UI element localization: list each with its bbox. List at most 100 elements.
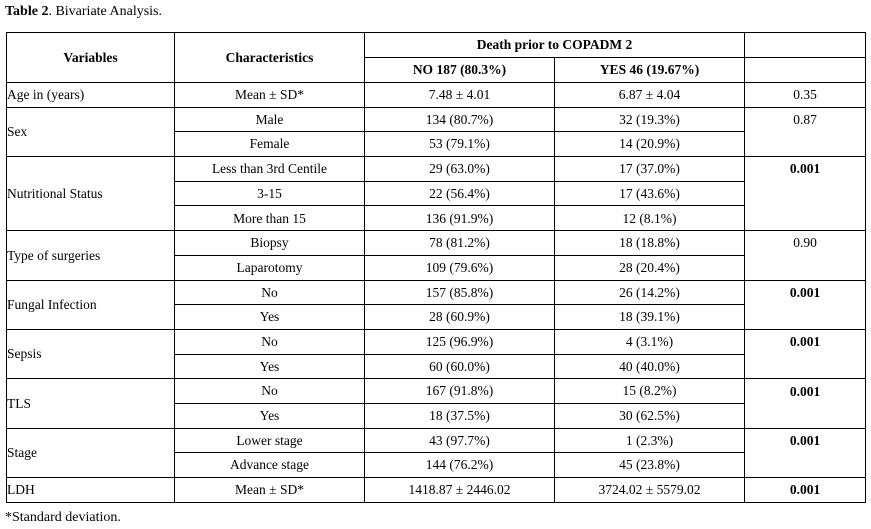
yes-value-cell: 26 (14.2%) <box>553 279 746 306</box>
p-value-cell <box>744 452 867 478</box>
no-value-cell: 136 (91.9%) <box>364 205 555 232</box>
variable-cell: Nutritional Status <box>6 156 175 232</box>
table-row: Age in (years) Mean ± SD* 7.48 ± 4.01 6.87 … <box>6 82 867 108</box>
table-body: Age in (years) Mean ± SD* 7.48 ± 4.01 6.87 … <box>6 82 867 503</box>
table-caption: Table 2. Bivariate Analysis. <box>5 4 162 20</box>
characteristic-cell: Advance stage <box>174 452 365 478</box>
p-value-cell <box>744 205 867 232</box>
p-value-cell <box>744 131 867 158</box>
yes-value-cell: 17 (43.6%) <box>553 180 746 207</box>
characteristic-cell: Biopsy <box>174 230 365 256</box>
p-value-cell: 0.001 <box>744 378 867 404</box>
variable-cell: Age in (years) <box>6 82 175 108</box>
p-value-cell: 0.001 <box>744 279 867 305</box>
header-variables: Variables <box>6 32 175 83</box>
table-row: Fungal Infection No 157 (85.8%) 26 (14.2%) 0… <box>6 279 867 330</box>
yes-value-cell: 17 (37.0%) <box>553 156 746 182</box>
p-value-cell <box>744 181 867 206</box>
yes-value-cell: 28 (20.4%) <box>553 254 746 281</box>
bivariate-table: Variables Characteristics Death prior to… <box>6 32 867 503</box>
no-value-cell: 144 (76.2%) <box>364 452 555 478</box>
characteristic-cell: Male <box>174 106 365 133</box>
header-group: Death prior to COPADM 2 <box>363 32 746 58</box>
footnote: *Standard deviation. <box>5 510 121 525</box>
variable-cell: Type of surgeries <box>6 230 175 281</box>
characteristic-cell: More than 15 <box>174 205 365 232</box>
characteristic-cell: Female <box>174 131 365 158</box>
p-value-cell: 0.001 <box>744 156 867 182</box>
yes-value-cell: 15 (8.2%) <box>553 378 746 404</box>
table-row: Stage Lower stage 43 (97.7%) 1 (2.3%) 0.001 <box>6 427 867 479</box>
characteristic-cell: Yes <box>174 304 365 330</box>
p-value-cell <box>744 354 867 380</box>
header-p-blank-2 <box>744 57 867 83</box>
no-value-cell: 60 (60.0%) <box>364 353 555 380</box>
no-value-cell: 167 (91.8%) <box>364 378 555 404</box>
p-value-cell <box>744 403 867 429</box>
p-value-cell: 0.35 <box>744 82 867 108</box>
header-yes: YES 46 (19.67%) <box>553 57 746 83</box>
characteristic-cell: Less than 3rd Centile <box>174 156 365 182</box>
characteristic-cell: Mean ± SD* <box>174 477 365 503</box>
no-value-cell: 7.48 ± 4.01 <box>364 82 555 108</box>
table-row: Yes 60 (60.0%) 40 (40.0%) <box>7 353 867 380</box>
header-p-blank <box>744 32 867 58</box>
p-value-cell: 0.87 <box>744 106 867 132</box>
p-value-cell: 0.001 <box>744 328 867 355</box>
characteristic-cell: No <box>174 378 365 404</box>
no-value-cell: 53 (79.1%) <box>364 131 555 158</box>
yes-value-cell: 12 (8.1%) <box>553 205 746 232</box>
yes-value-cell: 40 (40.0%) <box>553 353 746 380</box>
table-row: Nutritional Status Less than 3rd Centile 2… <box>6 156 867 232</box>
table-row: Yes 28 (60.9%) 18 (39.1%) <box>7 304 867 330</box>
p-value-cell <box>744 304 867 330</box>
variable-cell: TLS <box>6 378 175 429</box>
yes-value-cell: 30 (62.5%) <box>553 402 746 429</box>
yes-value-cell: 45 (23.8%) <box>553 452 746 478</box>
no-value-cell: 1418.87 ± 2446.02 <box>364 477 555 503</box>
characteristic-cell: Yes <box>174 353 365 380</box>
characteristic-cell: No <box>174 279 365 306</box>
yes-value-cell: 1 (2.3%) <box>553 427 746 454</box>
yes-value-cell: 18 (18.8%) <box>553 230 746 256</box>
variable-cell: Stage <box>6 427 175 479</box>
yes-value-cell: 32 (19.3%) <box>553 106 746 133</box>
yes-value-cell: 18 (39.1%) <box>553 304 746 330</box>
variable-cell: Sex <box>6 106 175 158</box>
no-value-cell: 18 (37.5%) <box>364 402 555 429</box>
characteristic-cell: No <box>174 328 365 355</box>
no-value-cell: 22 (56.4%) <box>364 180 555 207</box>
no-value-cell: 134 (80.7%) <box>364 106 555 133</box>
yes-value-cell: 4 (3.1%) <box>553 328 746 355</box>
yes-value-cell: 6.87 ± 4.04 <box>553 82 746 108</box>
table-row: Advance stage 144 (76.2%) 45 (23.8%) <box>7 452 867 478</box>
no-value-cell: 109 (79.6%) <box>364 254 555 281</box>
characteristic-cell: Laparotomy <box>174 254 365 281</box>
no-value-cell: 125 (96.9%) <box>364 328 555 355</box>
table-row: Type of surgeries Biopsy 78 (81.2%) 18 (18.… <box>6 230 867 281</box>
p-value-cell <box>744 255 867 281</box>
characteristic-cell: Mean ± SD* <box>174 82 365 108</box>
characteristic-cell: Yes <box>174 402 365 429</box>
header-characteristics: Characteristics <box>174 32 365 83</box>
header-no: NO 187 (80.3%) <box>364 57 555 83</box>
p-value-cell: 0.90 <box>744 230 867 256</box>
table-row: Sex Male 134 (80.7%) 32 (19.3%) 0.87 <box>6 106 867 158</box>
variable-cell: Sepsis <box>6 328 175 380</box>
yes-value-cell: 14 (20.9%) <box>553 131 746 158</box>
yes-value-cell: 3724.02 ± 5579.02 <box>553 477 746 503</box>
p-value-cell: 0.001 <box>744 427 867 453</box>
table-label: Table 2 <box>5 4 49 19</box>
variable-cell: Fungal Infection <box>6 279 175 330</box>
table-row: Female 53 (79.1%) 14 (20.9%) <box>7 131 867 158</box>
no-value-cell: 157 (85.8%) <box>364 279 555 306</box>
variable-cell: LDH <box>6 477 175 503</box>
no-value-cell: 29 (63.0%) <box>364 156 555 182</box>
table-row: Sepsis No 125 (96.9%) 4 (3.1%) 0.001 <box>6 328 867 380</box>
table-row: TLS No 167 (91.8%) 15 (8.2%) 0.001 <box>6 378 867 429</box>
no-value-cell: 78 (81.2%) <box>364 230 555 256</box>
no-value-cell: 28 (60.9%) <box>364 304 555 330</box>
characteristic-cell: 3-15 <box>174 180 365 207</box>
characteristic-cell: Lower stage <box>174 427 365 454</box>
p-value-cell: 0.001 <box>744 477 867 503</box>
